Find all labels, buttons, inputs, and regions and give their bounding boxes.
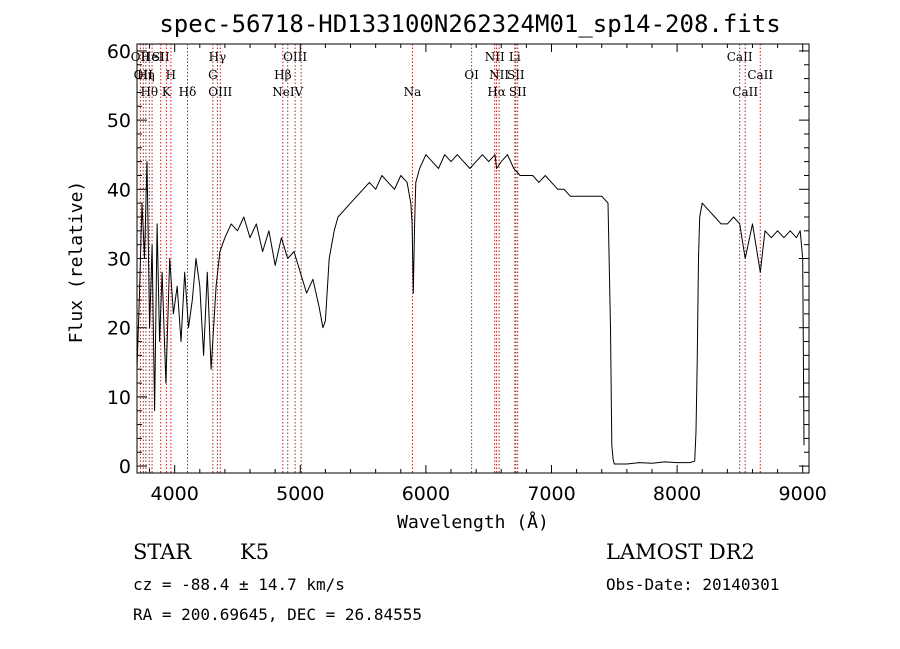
object-subclass: K5: [240, 540, 269, 564]
line-label: NeIV: [272, 85, 303, 99]
y-tick-label: 40: [107, 179, 131, 201]
line-label: OI: [464, 68, 479, 82]
line-label: OIII: [283, 50, 307, 64]
line-label: Li: [509, 50, 521, 64]
line-label: CaII: [727, 50, 753, 64]
redshift-cz: cz = -88.4 ± 14.7 km/s: [133, 575, 345, 594]
line-label: Hδ: [179, 85, 197, 99]
line-label: Hη: [137, 68, 155, 82]
y-axis-label: Flux (relative): [66, 181, 87, 344]
survey-name: LAMOST DR2: [606, 540, 755, 564]
line-label: CaII: [747, 68, 773, 82]
line-label: H: [166, 68, 176, 82]
spectrum-line: [136, 154, 805, 465]
x-tick-label: 8000: [653, 483, 701, 505]
line-label: OII: [131, 50, 151, 64]
y-tick-label: 30: [107, 249, 131, 271]
x-axis: 4000 5000 6000 7000 8000 9000: [149, 44, 827, 505]
line-label: SII: [152, 50, 170, 64]
line-label: OIII: [208, 85, 232, 99]
observation-date: Obs-Date: 20140301: [606, 575, 779, 594]
spectral-line-markers: OIIOIIHηHθHeISIIKHHδGHγOIIIHβNeIVOIIINaO…: [131, 44, 773, 473]
x-tick-label: 9000: [779, 483, 827, 505]
line-label: OII: [134, 68, 154, 82]
plot-frame: [136, 43, 810, 474]
spectrum-series: [136, 154, 805, 465]
line-label: G: [208, 68, 218, 82]
line-label: Hα: [487, 85, 506, 99]
y-tick-label: 50: [107, 110, 131, 132]
line-label: Hβ: [274, 68, 291, 82]
x-tick-label: 6000: [402, 483, 450, 505]
y-tick-label: 10: [107, 387, 131, 409]
line-label: Hγ: [209, 50, 227, 64]
line-label: SII: [509, 85, 527, 99]
y-tick-label: 60: [107, 41, 131, 63]
y-axis: 0 10 20 30 40 50 60: [107, 41, 809, 478]
y-tick-label: 20: [107, 318, 131, 340]
line-label: Na: [404, 85, 422, 99]
line-label: NII: [485, 50, 505, 64]
line-label: HeI: [141, 50, 164, 64]
line-label: K: [162, 85, 172, 99]
x-tick-label: 5000: [276, 483, 324, 505]
x-tick-label: 4000: [151, 483, 199, 505]
y-tick-label: 0: [119, 456, 131, 478]
line-label: SII: [507, 68, 525, 82]
line-label: CaII: [732, 85, 758, 99]
chart-title: spec-56718-HD133100N262324M01_sp14-208.f…: [159, 10, 780, 38]
line-label: Hθ: [140, 85, 158, 99]
x-axis-label: Wavelength (Å): [397, 511, 549, 533]
x-tick-label: 7000: [527, 483, 575, 505]
ra-dec-coordinates: RA = 200.69645, DEC = 26.84555: [133, 605, 422, 624]
line-label: NII: [489, 68, 509, 82]
object-class: STAR: [133, 540, 192, 564]
